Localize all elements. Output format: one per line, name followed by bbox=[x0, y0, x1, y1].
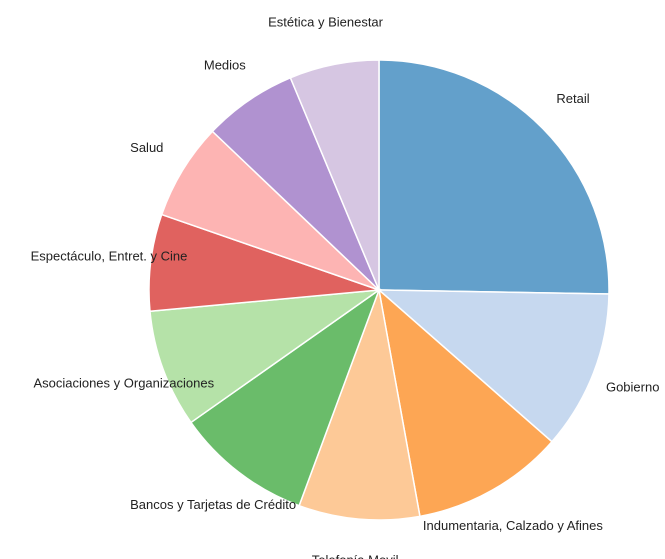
pie-slice bbox=[377, 288, 553, 518]
slice-label: Indumentaria, Calzado y Afines bbox=[423, 518, 603, 533]
slice-label: Estética y Bienestar bbox=[268, 15, 384, 30]
pie-slice bbox=[289, 59, 380, 291]
slice-label: Salud bbox=[130, 140, 163, 155]
pie-slice bbox=[378, 59, 610, 295]
pie-slice bbox=[376, 289, 610, 443]
pie-slice bbox=[149, 288, 382, 424]
pie-slice bbox=[298, 287, 421, 521]
slice-label: Asociaciones y Organizaciones bbox=[33, 375, 214, 390]
slice-label: Retail bbox=[556, 91, 589, 106]
slice-label: Bancos y Tarjetas de Crédito bbox=[130, 497, 296, 512]
pie-slice bbox=[189, 287, 381, 507]
slice-label: Medios bbox=[204, 57, 246, 72]
slice-label: Telefonía Movil bbox=[312, 552, 399, 559]
slice-label: Gobierno bbox=[606, 379, 659, 394]
slice-label: Espectáculo, Entret. y Cine bbox=[31, 249, 188, 264]
